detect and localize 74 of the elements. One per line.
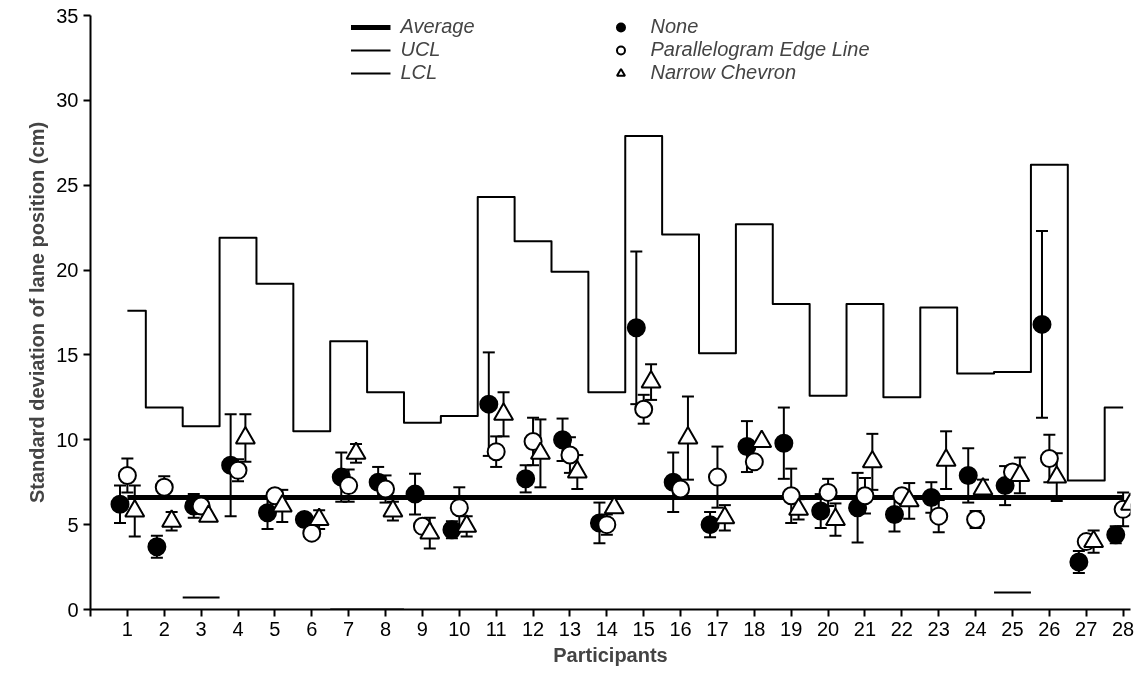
point	[376, 479, 396, 499]
y-tick-label: 15	[56, 343, 79, 366]
y-tick-label: 35	[56, 4, 79, 27]
y-tick-label: 20	[56, 259, 79, 282]
point	[921, 488, 941, 507]
point	[707, 467, 727, 487]
point	[811, 501, 831, 521]
point	[1039, 448, 1059, 468]
y-tick-label: 10	[56, 428, 79, 451]
x-tick-label: 6	[306, 617, 318, 640]
point	[855, 486, 875, 506]
point	[958, 465, 978, 485]
x-tick-label: 24	[964, 617, 987, 640]
point	[486, 442, 506, 462]
x-tick-label: 1	[121, 617, 133, 640]
legend-label: Parallelogram Edge Line	[650, 38, 870, 61]
x-tick-label: 14	[595, 617, 618, 640]
x-tick-label: 22	[890, 617, 913, 640]
x-tick-label: 25	[1001, 617, 1024, 640]
x-tick-label: 10	[448, 617, 471, 640]
x-tick-label: 20	[816, 617, 840, 640]
point	[671, 479, 691, 499]
x-tick-label: 27	[1075, 617, 1098, 640]
y-tick-label: 30	[56, 89, 79, 112]
y-axis-title: Standard deviation of lane position (cm)	[26, 121, 49, 504]
point	[700, 515, 720, 535]
y-tick-label: 5	[67, 513, 79, 536]
x-tick-label: 18	[743, 617, 766, 640]
x-tick-label: 5	[269, 617, 281, 640]
x-tick-label: 19	[780, 617, 803, 640]
point	[110, 494, 130, 514]
point	[258, 503, 278, 523]
legend-label: UCL	[400, 38, 442, 61]
x-tick-label: 4	[232, 617, 244, 640]
x-tick-label: 23	[927, 617, 950, 640]
point	[405, 484, 425, 504]
x-tick-label: 2	[158, 617, 170, 640]
x-tick-label: 17	[706, 617, 729, 640]
point	[302, 523, 322, 543]
y-tick-label: 0	[67, 598, 79, 621]
point	[884, 504, 904, 524]
x-tick-label: 16	[669, 617, 692, 640]
point	[744, 452, 764, 472]
point	[781, 486, 801, 506]
point	[117, 465, 137, 485]
x-tick-label: 8	[379, 617, 392, 640]
legend-label: None	[650, 15, 700, 38]
point	[449, 498, 469, 518]
x-tick-label: 9	[416, 617, 428, 640]
point	[479, 394, 499, 414]
point	[626, 318, 646, 338]
legend-label: Narrow Chevron	[650, 61, 798, 84]
point	[634, 399, 654, 419]
point	[553, 430, 573, 450]
point	[774, 433, 794, 453]
point	[516, 469, 536, 489]
legend-label: LCL	[400, 61, 439, 84]
x-tick-label: 3	[195, 617, 207, 640]
point	[560, 445, 580, 465]
x-tick-label: 12	[521, 617, 545, 640]
x-tick-label: 13	[558, 617, 582, 640]
y-tick-label: 25	[56, 174, 79, 197]
point	[929, 506, 949, 526]
point	[818, 482, 838, 502]
x-tick-label: 21	[853, 617, 877, 640]
x-tick-label: 15	[632, 617, 655, 640]
point	[339, 476, 359, 496]
x-axis-title: Participants	[553, 643, 668, 666]
point	[1032, 314, 1052, 334]
legend-label: Average	[400, 15, 476, 38]
x-tick-label: 26	[1038, 617, 1061, 640]
x-tick-label: 28	[1112, 617, 1135, 640]
x-tick-label: 11	[485, 617, 507, 640]
x-tick-label: 7	[343, 617, 355, 640]
